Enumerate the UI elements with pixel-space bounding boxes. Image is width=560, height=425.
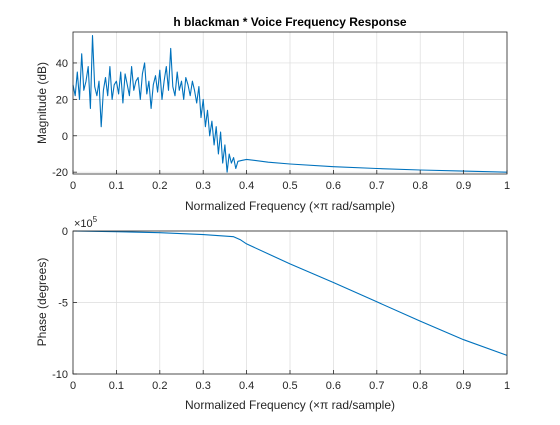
- phase-x-tick-label: 0.7: [369, 380, 384, 392]
- magnitude-x-tick-label: 0.5: [282, 180, 297, 192]
- phase-series: [72, 230, 508, 356]
- phase-x-tick-label: 0.6: [326, 380, 341, 392]
- phase-y-tick-label: 0: [62, 226, 68, 238]
- magnitude-y-tick-label: 0: [62, 131, 68, 143]
- magnitude-y-ticks: -20 0 20 40: [52, 58, 77, 179]
- phase-x-label: Normalized Frequency (×π rad/sample): [185, 398, 395, 412]
- phase-x-tick-label: 0.3: [196, 380, 211, 392]
- phase-y-tick-label: -10: [52, 369, 68, 381]
- magnitude-x-tick-label: 0: [70, 180, 76, 192]
- phase-y-exponent-power: 5: [93, 215, 98, 224]
- magnitude-x-tick-label: 0.4: [239, 180, 254, 192]
- phase-x-tick-label: 0.4: [239, 380, 254, 392]
- phase-x-tick-label: 0.9: [456, 380, 471, 392]
- phase-y-exponent-base: ×10: [74, 218, 93, 230]
- phase-y-tick-label: -5: [58, 298, 68, 310]
- magnitude-x-tick-label: 1: [504, 180, 510, 192]
- magnitude-series-line: [72, 35, 508, 173]
- phase-x-tick-label: 0.5: [282, 380, 297, 392]
- magnitude-x-ticks: 0 0.1 0.2 0.3 0.4 0.5 0.6 0.7 0.8 0.9 1: [70, 170, 510, 192]
- magnitude-x-tick-label: 0.8: [413, 180, 428, 192]
- magnitude-x-tick-label: 0.9: [456, 180, 471, 192]
- magnitude-x-tick-label: 0.6: [326, 180, 341, 192]
- magnitude-y-tick-label: -20: [52, 167, 68, 179]
- magnitude-series: [72, 35, 508, 173]
- phase-x-tick-label: 0: [70, 380, 76, 392]
- phase-x-ticks: 0 0.1 0.2 0.3 0.4 0.5 0.6 0.7 0.8 0.9 1: [70, 370, 510, 392]
- phase-y-exponent: ×105: [74, 215, 98, 230]
- figure-title: h blackman * Voice Frequency Response: [173, 15, 407, 29]
- magnitude-x-tick-label: 0.7: [369, 180, 384, 192]
- phase-x-tick-label: 0.8: [413, 380, 428, 392]
- phase-plot: 0 0.1 0.2 0.3 0.4 0.5 0.6 0.7 0.8 0.9 1 0 -5 -10 ×10…: [35, 215, 510, 412]
- phase-x-tick-label: 0.1: [109, 380, 124, 392]
- magnitude-y-tick-label: 20: [56, 94, 68, 106]
- phase-x-tick-label: 1: [504, 380, 510, 392]
- magnitude-y-label: Magnitude (dB): [35, 62, 49, 144]
- magnitude-x-tick-label: 0.3: [196, 180, 211, 192]
- phase-series-line: [72, 230, 508, 356]
- magnitude-x-label: Normalized Frequency (×π rad/sample): [185, 199, 395, 213]
- phase-x-tick-label: 0.2: [152, 380, 167, 392]
- phase-y-ticks: 0 -5 -10: [52, 226, 77, 381]
- magnitude-y-tick-label: 40: [56, 58, 68, 70]
- phase-y-label: Phase (degrees): [35, 258, 49, 347]
- magnitude-x-tick-label: 0.2: [152, 180, 167, 192]
- magnitude-x-tick-label: 0.1: [109, 180, 124, 192]
